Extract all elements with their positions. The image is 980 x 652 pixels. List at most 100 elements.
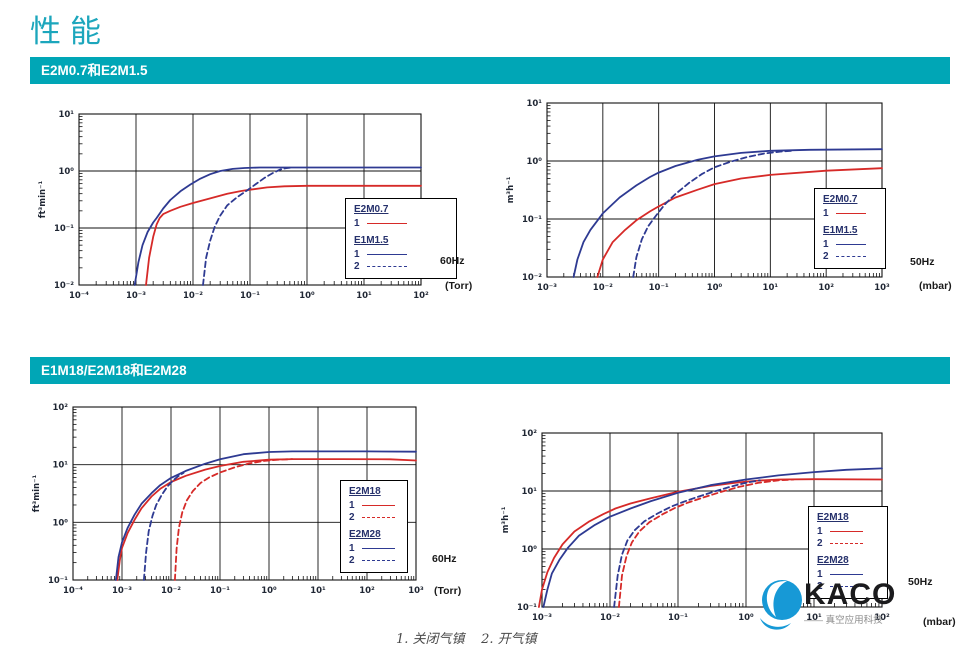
legend-entry-number: 2 [817, 580, 823, 592]
legend-entry: 2 [354, 260, 449, 272]
kaco-logo-tagline: —— 真空应用科技 [804, 615, 883, 626]
legend-group: E2M0.7 1 [354, 204, 449, 229]
chart-2-xtick: 10⁻³ [537, 283, 557, 293]
legend-entry-number: 1 [354, 217, 360, 229]
chart-3-xtick: 10⁻¹ [210, 586, 230, 596]
chart-4-xtick: 10⁻³ [532, 613, 552, 623]
chart-1-xtick: 10⁰ [299, 291, 315, 301]
legend-solid-line-sample [835, 243, 866, 245]
legend-solid-line-sample [366, 253, 407, 255]
legend-entry: 1 [354, 217, 449, 229]
chart-3-legend: E2M18 1 2 E2M28 1 2 [340, 480, 408, 573]
chart-2-xtick: 10⁻¹ [649, 283, 669, 293]
legend-group-title: E2M0.7 [354, 204, 389, 215]
chart-3-xtick: 10¹ [310, 586, 326, 596]
chart-4-ytick: 10⁰ [521, 545, 537, 555]
legend-group: E1M1.5 1 2 [823, 225, 878, 262]
legend-entry-number: 1 [817, 568, 823, 580]
chart-3-frequency-label: 60Hz [432, 553, 457, 565]
kaco-logo-textwrap: KACO —— 真空应用科技 [804, 580, 896, 627]
legend-group-title: E2M0.7 [823, 194, 858, 205]
chart-2-xtick: 10² [818, 283, 834, 293]
chart-2-xtick: 10⁰ [707, 283, 723, 293]
chart-1-series-E2M0.7-1 [145, 184, 422, 286]
chart-1-series-E1M1.5-2 [202, 166, 294, 286]
legend-entry: 2 [349, 554, 400, 566]
legend-entry: 2 [817, 537, 880, 549]
chart-3-xtick: 10⁰ [261, 586, 277, 596]
legend-entry: 1 [817, 525, 880, 537]
figure-caption: 1. 关闭气镇 2. 开气镇 [396, 632, 537, 647]
legend-solid-line-sample [361, 504, 395, 506]
chart-2-xtick: 10⁻² [593, 283, 613, 293]
legend-entry-number: 1 [349, 542, 355, 554]
legend-entry: 1 [823, 238, 878, 250]
chart-3-canvas: 10⁻⁴ 10⁻³ 10⁻² 10⁻¹ 10⁰ 10¹ 10² 10³ 10⁻¹ 10⁰ 10¹ 10… [32, 403, 424, 596]
chart-3-xtick: 10² [359, 586, 375, 596]
legend-group-title: E2M18 [349, 486, 381, 497]
legend-entry-number: 2 [354, 260, 360, 272]
chart-3-ytick: 10² [52, 403, 68, 413]
legend-group: E2M28 1 2 [817, 555, 880, 592]
chart-3-xtick: 10³ [408, 586, 424, 596]
chart-4-series-E2M28-1 [542, 467, 883, 608]
chart-4: 10⁻³ 10⁻² 10⁻¹ 10⁰ 10¹ 10² 10⁻¹ 10⁰ 10¹ 10² m³h⁻¹ E… [495, 420, 960, 632]
chart-1-xtick: 10² [413, 291, 429, 301]
legend-solid-line-sample [361, 547, 395, 549]
chart-4-ytick: 10² [521, 429, 537, 439]
chart-1-frequency-label: 60Hz [440, 255, 465, 267]
legend-entry: 1 [354, 248, 449, 260]
legend-entry-number: 2 [817, 537, 823, 549]
chart-3-series-E2M28-2 [143, 472, 185, 581]
legend-group: E2M28 1 2 [349, 529, 400, 566]
chart-1-series-E1M1.5-1 [133, 166, 422, 286]
chart-1-xtick: 10⁻⁴ [69, 291, 89, 301]
section-banner-2-label: E1M18/E2M18和E2M28 [41, 363, 187, 378]
chart-3-ytick: 10⁻¹ [48, 576, 68, 586]
chart-4-series-E2M18-1 [538, 478, 883, 608]
chart-2-xtick: 10³ [874, 283, 890, 293]
chart-4-xtick: 10¹ [806, 613, 822, 623]
chart-3: 10⁻⁴ 10⁻³ 10⁻² 10⁻¹ 10⁰ 10¹ 10² 10³ 10⁻¹ 10⁰ 10¹ 10… [30, 395, 495, 623]
legend-entry-number: 1 [823, 207, 829, 219]
legend-group-title: E1M1.5 [354, 235, 389, 246]
legend-group-title: E2M28 [817, 555, 849, 566]
chart-2-frequency-label: 50Hz [910, 256, 935, 268]
chart-3-series-E2M28-1 [115, 450, 417, 581]
legend-entry: 2 [823, 250, 878, 262]
kaco-logo-icon [760, 580, 802, 630]
chart-2-xtick: 10¹ [763, 283, 779, 293]
chart-1-ytick: 10⁻² [54, 281, 74, 291]
legend-entry-number: 2 [823, 250, 829, 262]
chart-4-x-unit-label: (mbar) [923, 616, 956, 628]
legend-entry-number: 1 [354, 248, 360, 260]
legend-group-title: E2M28 [349, 529, 381, 540]
chart-1-legend: E2M0.7 1 E1M1.5 1 2 [345, 198, 457, 279]
chart-3-xtick: 10⁻³ [112, 586, 132, 596]
legend-entry-number: 1 [823, 238, 829, 250]
chart-1-xtick: 10⁻³ [126, 291, 146, 301]
legend-group-title: E2M18 [817, 512, 849, 523]
legend-group: E2M18 1 2 [349, 486, 400, 523]
chart-1-y-axis-label: ft³min⁻¹ [38, 180, 48, 218]
legend-entry: 1 [823, 207, 878, 219]
chart-3-plot-border [72, 406, 417, 581]
legend-entry-number: 2 [349, 554, 355, 566]
chart-1-x-unit-label: (Torr) [445, 280, 473, 292]
chart-4-legend: E2M18 1 2 E2M28 1 2 [808, 506, 888, 599]
chart-4-xtick: 10⁻¹ [668, 613, 688, 623]
legend-entry-number: 1 [817, 525, 823, 537]
chart-1-xtick: 10⁻² [183, 291, 203, 301]
section-banner-1: E2M0.7和E2M1.5 [30, 57, 950, 84]
chart-1: 10⁻⁴ 10⁻³ 10⁻² 10⁻¹ 10⁰ 10¹ 10² 10⁻² 10⁻¹ 10⁰ 10¹ f… [30, 95, 495, 310]
chart-1-xtick: 10⁻¹ [240, 291, 260, 301]
legend-dashed-line-sample [829, 542, 863, 544]
chart-4-xtick: 10⁻² [600, 613, 620, 623]
chart-2-canvas: 10⁻³ 10⁻² 10⁻¹ 10⁰ 10¹ 10² 10³10⁻²10⁻¹10⁰10¹m³… [506, 99, 890, 293]
section-banner-1-label: E2M0.7和E2M1.5 [41, 63, 148, 78]
legend-solid-line-sample [835, 212, 866, 214]
chart-4-series-E2M28-2 [613, 479, 761, 608]
legend-entry: 1 [349, 499, 400, 511]
chart-2-ytick: 10⁻¹ [522, 215, 542, 225]
